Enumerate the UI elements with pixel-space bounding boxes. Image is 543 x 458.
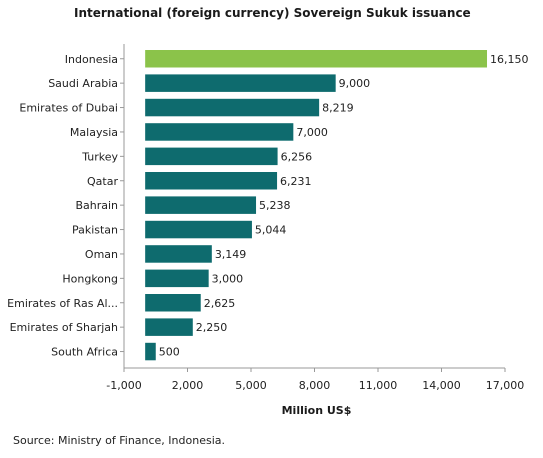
bar[interactable] <box>145 50 488 68</box>
bar[interactable] <box>145 123 294 141</box>
source-note: Source: Ministry of Finance, Indonesia. <box>13 434 225 447</box>
category-label: Malaysia <box>70 126 118 139</box>
category-label: Saudi Arabia <box>48 77 118 90</box>
value-label: 16,150 <box>490 53 528 66</box>
value-label: 9,000 <box>339 77 371 90</box>
value-label: 3,149 <box>215 248 247 261</box>
category-label: Qatar <box>87 175 118 188</box>
x-tick-label: 11,000 <box>359 379 398 392</box>
value-label: 2,250 <box>196 321 228 334</box>
category-label: Oman <box>85 248 118 261</box>
category-label: Turkey <box>81 150 118 163</box>
x-tick-label: 5,000 <box>235 379 267 392</box>
bar[interactable] <box>145 318 193 336</box>
bar[interactable] <box>145 245 212 263</box>
x-tick-label: 8,000 <box>299 379 331 392</box>
bar[interactable] <box>145 220 252 239</box>
category-label: Bahrain <box>75 199 118 212</box>
bar[interactable] <box>145 294 201 312</box>
bar-chart: Indonesia 16,150 Saudi Arabia 9,000 Emirates… <box>7 44 529 417</box>
category-label: Hongkong <box>62 272 118 285</box>
bar[interactable] <box>145 147 278 166</box>
value-label: 7,000 <box>296 126 328 139</box>
bar[interactable] <box>145 269 209 288</box>
category-label: Pakistan <box>72 224 118 237</box>
category-label: Emirates of Ras Al... <box>7 297 118 310</box>
bar[interactable] <box>145 196 257 214</box>
x-tick-label: 14,000 <box>422 379 461 392</box>
category-label: Emirates of Dubai <box>19 102 118 115</box>
x-tick-label: 17,000 <box>486 379 525 392</box>
category-label: Emirates of Sharjah <box>10 321 118 334</box>
category-label: South Africa <box>51 346 118 359</box>
bar[interactable] <box>145 172 278 190</box>
value-label: 3,000 <box>212 272 244 285</box>
chart-title: International (foreign currency) Soverei… <box>74 6 471 20</box>
value-label: 5,044 <box>255 224 287 237</box>
bar[interactable] <box>145 342 156 361</box>
bar[interactable] <box>145 98 320 117</box>
x-tick-label: -1,000 <box>106 379 141 392</box>
value-label: 6,231 <box>280 175 312 188</box>
value-label: 500 <box>159 346 180 359</box>
x-axis-title: Million US$ <box>282 404 352 417</box>
value-label: 6,256 <box>281 150 313 163</box>
value-label: 5,238 <box>259 199 291 212</box>
x-tick-label: 2,000 <box>172 379 204 392</box>
bar[interactable] <box>145 74 336 92</box>
category-label: Indonesia <box>65 53 118 66</box>
value-label: 8,219 <box>322 102 354 115</box>
value-label: 2,625 <box>204 297 236 310</box>
